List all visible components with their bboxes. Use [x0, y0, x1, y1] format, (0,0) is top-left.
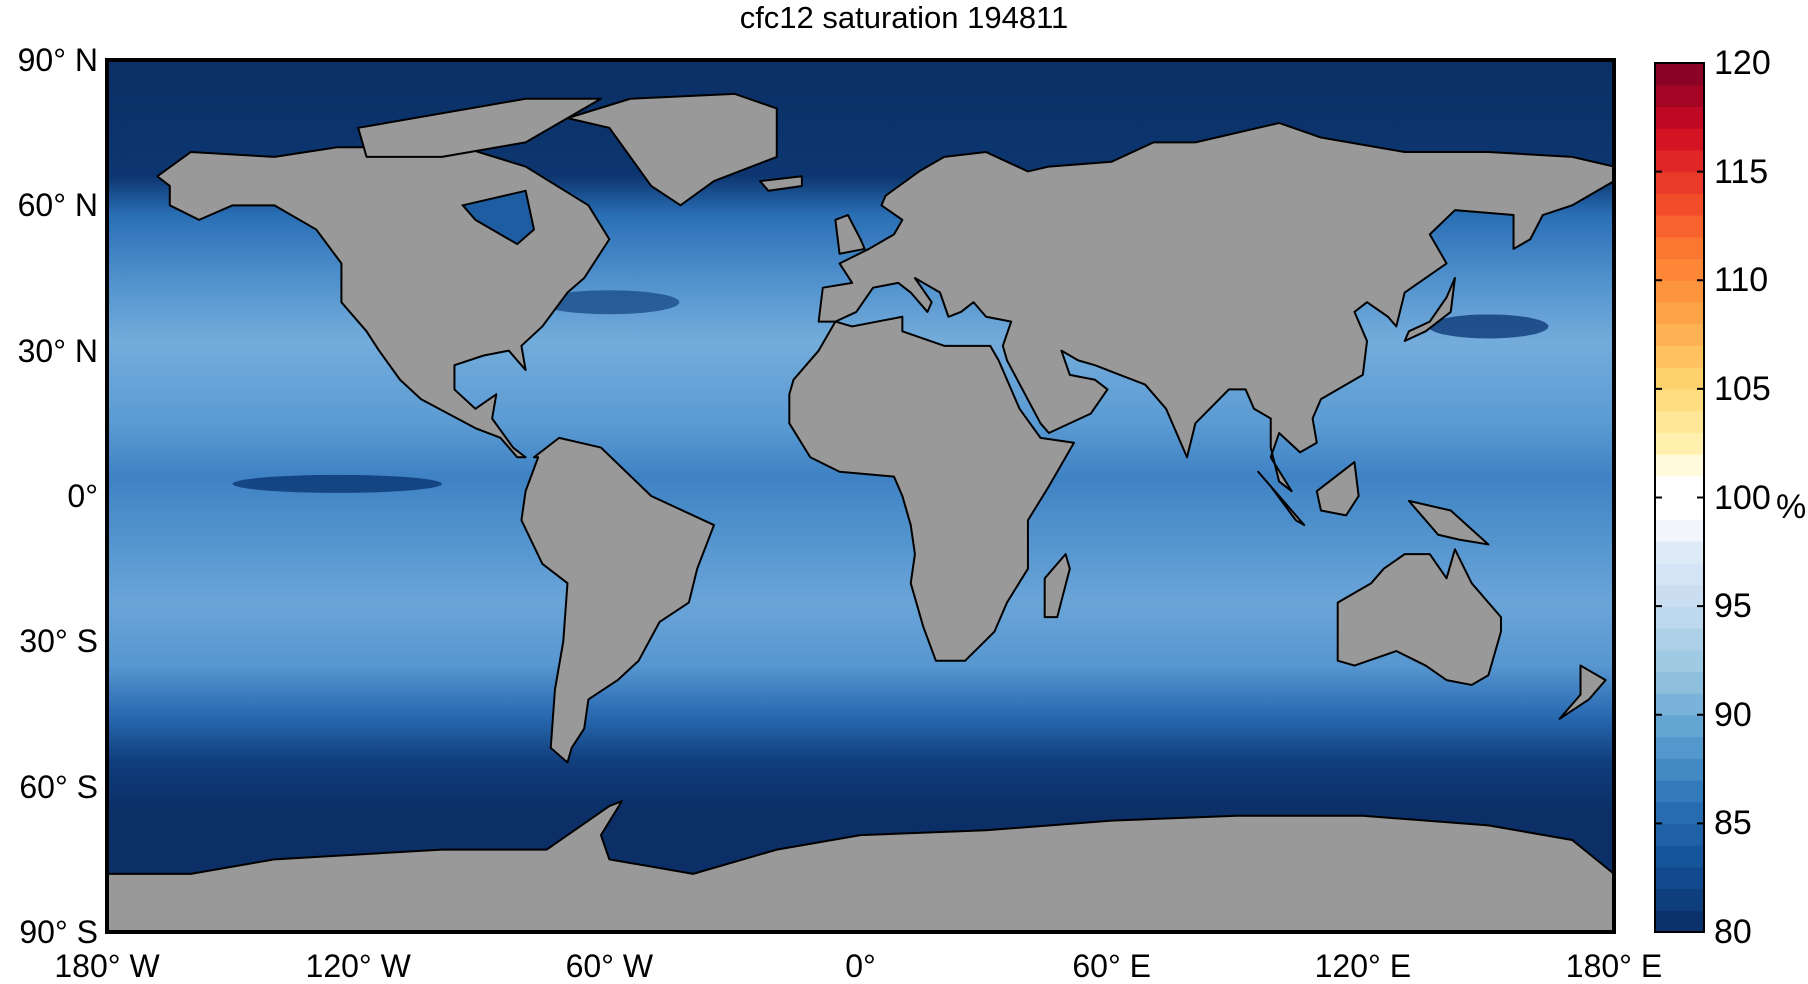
- land-south-america: [520, 436, 715, 764]
- map-frame: [105, 58, 1616, 934]
- map-title: cfc12 saturation 194811: [739, 0, 1069, 35]
- colorbar-level: [1655, 845, 1704, 868]
- colorbar-tick-label: 105: [1714, 369, 1771, 408]
- longitude-tick-label: 120° W: [305, 948, 411, 984]
- latitude-tick-label: 60° N: [17, 187, 98, 224]
- colorbar-level: [1655, 258, 1704, 281]
- colorbar-level: [1655, 301, 1704, 325]
- colorbar-level: [1655, 562, 1704, 585]
- longitude-tick-label: 60° E: [1072, 948, 1151, 984]
- colorbar-level: [1655, 910, 1704, 933]
- colorbar-level: [1655, 345, 1704, 368]
- colorbar-level: [1655, 584, 1704, 607]
- colorbar-level: [1655, 388, 1704, 412]
- colorbar-tick-label: 100: [1714, 478, 1771, 517]
- colorbar-level: [1655, 236, 1704, 260]
- colorbar-level: [1655, 779, 1704, 803]
- colorbar-level: [1655, 540, 1704, 564]
- colorbar-level: [1655, 106, 1704, 129]
- colorbar-tick-label: 85: [1714, 804, 1752, 843]
- land-sumatra: [1257, 470, 1306, 527]
- colorbar-level: [1655, 128, 1704, 151]
- colorbar-tick-label: 115: [1714, 152, 1769, 191]
- land-new-guinea: [1407, 499, 1490, 546]
- kuroshio-low-saturation: [1428, 314, 1549, 339]
- colorbar-tick-label: 80: [1714, 913, 1752, 951]
- colorbar-unit-label: %: [1776, 488, 1807, 526]
- colorbar-level: [1655, 693, 1704, 716]
- longitude-tick-label: 180° W: [54, 948, 160, 984]
- latitude-tick-label: 60° S: [19, 768, 98, 805]
- colorbar-tick-label: 110: [1714, 261, 1769, 300]
- land-greenland: [566, 92, 778, 207]
- colorbar-level: [1655, 63, 1704, 86]
- land-britain: [834, 214, 866, 255]
- colorbar-level: [1655, 149, 1704, 173]
- colorbar-level: [1655, 193, 1704, 216]
- colorbar-level: [1655, 84, 1704, 108]
- land-eurasia: [817, 121, 1615, 493]
- land-iceland: [759, 175, 803, 192]
- latitude-tick-label: 30° N: [17, 332, 98, 369]
- latitude-tick-label: 90° N: [17, 42, 98, 78]
- colorbar-level: [1655, 497, 1704, 520]
- colorbar-level: [1655, 714, 1704, 738]
- colorbar-level: [1655, 215, 1704, 238]
- equatorial-pacific-low-saturation: [232, 474, 442, 493]
- colorbar-level: [1655, 866, 1704, 890]
- land-arctic-islands: [357, 97, 602, 158]
- land-antarctica: [106, 800, 1615, 933]
- longitude-tick-label: 180° E: [1565, 948, 1663, 984]
- gulf-stream-low-saturation: [539, 290, 680, 315]
- colorbar-level: [1655, 280, 1704, 303]
- latitude-tick-label: 90° S: [19, 914, 98, 950]
- colorbar-level: [1655, 171, 1704, 194]
- colorbar-level: [1655, 801, 1704, 824]
- colorbar-level: [1655, 758, 1704, 781]
- land-australia: [1336, 548, 1502, 686]
- longitude-tick-label: 60° W: [565, 948, 654, 984]
- land-new-zealand: [1558, 664, 1607, 720]
- colorbar-level: [1655, 454, 1704, 477]
- longitude-tick-label: 120° E: [1314, 948, 1412, 984]
- colorbar-level: [1655, 519, 1704, 542]
- colorbar-tick-label: 95: [1714, 587, 1752, 626]
- colorbar-level: [1655, 649, 1704, 672]
- colorbar-level: [1655, 671, 1704, 694]
- colorbar-level: [1655, 823, 1704, 846]
- colorbar-level: [1655, 627, 1704, 651]
- colorbar-level: [1655, 736, 1704, 759]
- land-borneo: [1315, 461, 1360, 517]
- land-japan: [1403, 277, 1456, 342]
- land-madagascar: [1043, 553, 1071, 619]
- colorbar-level: [1655, 606, 1704, 629]
- hudson-bay: [460, 189, 536, 246]
- colorbar-level: [1655, 410, 1704, 433]
- latitude-tick-label: 30° S: [19, 623, 98, 660]
- colorbar-level: [1655, 323, 1704, 347]
- colorbar-tick-label: 120: [1714, 44, 1771, 82]
- land-africa: [788, 315, 1075, 662]
- colorbar-tick-label: 90: [1714, 695, 1752, 734]
- colorbar-level: [1655, 367, 1704, 390]
- longitude-tick-label: 0°: [845, 948, 876, 984]
- colorbar-level: [1655, 475, 1704, 499]
- latitude-tick-label: 0°: [67, 478, 98, 514]
- colorbar-level: [1655, 432, 1704, 455]
- colorbar-level: [1655, 888, 1704, 911]
